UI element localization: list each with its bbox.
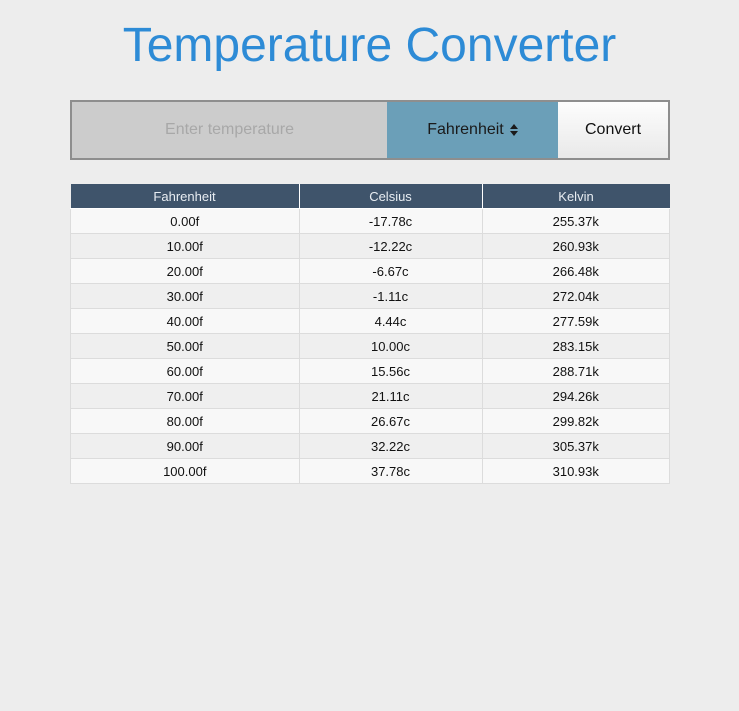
celsius-cell: 32.22c xyxy=(298,433,483,459)
table-row: 80.00f 26.67c 299.82k xyxy=(70,408,670,434)
conversion-table: Fahrenheit Celsius Kelvin 0.00f -17.78c … xyxy=(70,184,670,484)
kelvin-cell: 255.37k xyxy=(481,208,670,234)
fahrenheit-cell: 70.00f xyxy=(70,383,300,409)
celsius-cell: 21.11c xyxy=(298,383,483,409)
celsius-cell: -1.11c xyxy=(298,283,483,309)
table-row: 70.00f 21.11c 294.26k xyxy=(70,383,670,409)
table-row: 10.00f -12.22c 260.93k xyxy=(70,233,670,259)
fahrenheit-cell: 10.00f xyxy=(70,233,300,259)
table-row: 20.00f -6.67c 266.48k xyxy=(70,258,670,284)
kelvin-cell: 299.82k xyxy=(481,408,670,434)
fahrenheit-cell: 50.00f xyxy=(70,333,300,359)
kelvin-cell: 305.37k xyxy=(481,433,670,459)
kelvin-cell: 272.04k xyxy=(481,283,670,309)
celsius-cell: 10.00c xyxy=(298,333,483,359)
fahrenheit-cell: 40.00f xyxy=(70,308,300,334)
page-title: Temperature Converter xyxy=(122,19,617,72)
fahrenheit-cell: 0.00f xyxy=(70,208,300,234)
celsius-cell: -17.78c xyxy=(298,208,483,234)
converter-form: Fahrenheit Convert xyxy=(70,100,670,160)
table-row: 90.00f 32.22c 305.37k xyxy=(70,433,670,459)
celsius-cell: -12.22c xyxy=(298,233,483,259)
column-header-kelvin[interactable]: Kelvin xyxy=(481,184,670,209)
kelvin-cell: 310.93k xyxy=(481,458,670,484)
fahrenheit-cell: 100.00f xyxy=(70,458,300,484)
kelvin-cell: 260.93k xyxy=(481,233,670,259)
celsius-cell: -6.67c xyxy=(298,258,483,284)
fahrenheit-cell: 60.00f xyxy=(70,358,300,384)
table-row: 50.00f 10.00c 283.15k xyxy=(70,333,670,359)
table-row: 60.00f 15.56c 288.71k xyxy=(70,358,670,384)
fahrenheit-cell: 30.00f xyxy=(70,283,300,309)
table-header-row: Fahrenheit Celsius Kelvin xyxy=(70,184,670,209)
kelvin-cell: 294.26k xyxy=(481,383,670,409)
kelvin-cell: 277.59k xyxy=(481,308,670,334)
fahrenheit-cell: 80.00f xyxy=(70,408,300,434)
celsius-cell: 4.44c xyxy=(298,308,483,334)
fahrenheit-cell: 90.00f xyxy=(70,433,300,459)
column-header-celsius[interactable]: Celsius xyxy=(298,184,483,209)
celsius-cell: 26.67c xyxy=(298,408,483,434)
temperature-input[interactable] xyxy=(72,102,387,158)
kelvin-cell: 266.48k xyxy=(481,258,670,284)
table-row: 40.00f 4.44c 277.59k xyxy=(70,308,670,334)
kelvin-cell: 288.71k xyxy=(481,358,670,384)
celsius-cell: 37.78c xyxy=(298,458,483,484)
table-row: 100.00f 37.78c 310.93k xyxy=(70,458,670,484)
unit-select[interactable]: Fahrenheit xyxy=(387,102,558,158)
unit-select-value: Fahrenheit xyxy=(427,121,504,138)
celsius-cell: 15.56c xyxy=(298,358,483,384)
table-row: 30.00f -1.11c 272.04k xyxy=(70,283,670,309)
convert-button[interactable]: Convert xyxy=(558,102,668,158)
up-down-arrows-icon xyxy=(509,124,518,136)
column-header-fahrenheit[interactable]: Fahrenheit xyxy=(70,184,300,209)
kelvin-cell: 283.15k xyxy=(481,333,670,359)
table-row: 0.00f -17.78c 255.37k xyxy=(70,208,670,234)
fahrenheit-cell: 20.00f xyxy=(70,258,300,284)
